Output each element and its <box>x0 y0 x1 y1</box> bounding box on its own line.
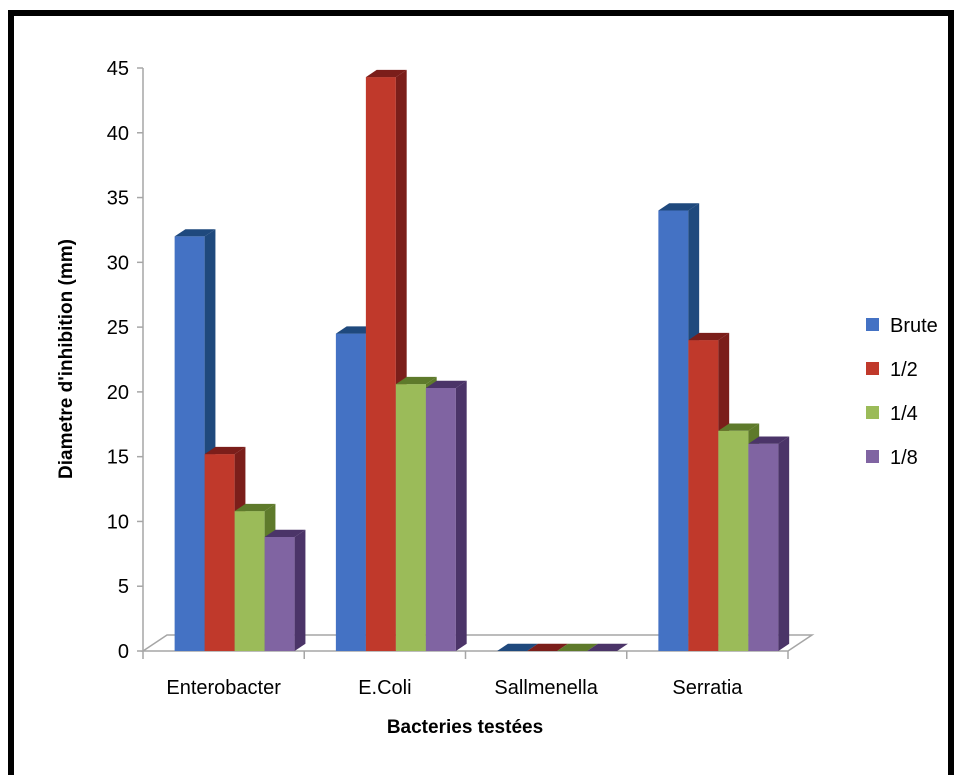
bar-top <box>748 436 790 444</box>
bars <box>174 69 790 652</box>
y-tick-label: 25 <box>107 317 129 339</box>
y-tick-label: 5 <box>118 576 129 598</box>
legend-swatch <box>866 406 879 419</box>
bar-side <box>778 436 790 651</box>
y-tick-label: 30 <box>107 252 129 274</box>
bar-front <box>748 443 779 651</box>
bar-front <box>234 511 265 651</box>
bar-top <box>395 376 437 385</box>
bar-top <box>658 203 700 211</box>
bar <box>748 436 790 651</box>
legend-item: 1/4 <box>866 403 918 425</box>
bar-front <box>335 333 366 651</box>
legend-label: 1/2 <box>890 359 918 381</box>
bar-top <box>425 380 467 389</box>
y-tick-label: 10 <box>107 511 129 533</box>
x-tick-label: Enterobacter <box>166 677 281 699</box>
bar-side <box>455 380 467 651</box>
bar <box>527 643 568 651</box>
bar <box>425 380 467 651</box>
bar-top <box>527 643 568 651</box>
x-axis-title: Bacteries testées <box>387 717 543 738</box>
y-tick-label: 15 <box>107 447 129 469</box>
bar-top <box>204 446 246 455</box>
legend-label: Brute <box>890 315 938 337</box>
x-tick-label: E.Coli <box>358 677 411 699</box>
y-tick-label: 35 <box>107 188 129 210</box>
bar-top <box>718 423 760 431</box>
bar-top <box>688 332 730 341</box>
x-tick-label: Serratia <box>672 677 743 699</box>
legend-item: 1/2 <box>866 359 918 381</box>
y-tick-label: 0 <box>118 641 129 663</box>
y-axis-title: Diametre d'inhibition (mm) <box>56 239 77 479</box>
bar-top <box>365 69 407 78</box>
bar-front <box>174 236 205 651</box>
bar <box>497 643 538 651</box>
legend-label: 1/4 <box>890 403 918 425</box>
x-tick-label: Sallmenella <box>494 677 598 699</box>
bar-front <box>658 210 689 651</box>
legend-item: 1/8 <box>866 447 918 469</box>
legend-swatch <box>866 450 879 463</box>
bar <box>587 643 628 651</box>
legend-label: 1/8 <box>890 447 918 469</box>
bar-top <box>497 643 538 651</box>
legend: Brute 1/2 1/4 1/8 <box>866 315 938 469</box>
bar-top <box>587 643 628 651</box>
bar-front <box>264 536 295 651</box>
bar-top <box>234 503 276 512</box>
legend-swatch <box>866 362 879 375</box>
bar-top <box>174 229 216 237</box>
bar-front <box>365 77 396 651</box>
bar-front <box>395 384 426 651</box>
bar <box>264 529 306 651</box>
bar-top <box>557 643 598 651</box>
bar-side <box>294 529 306 651</box>
axis-labels: Diametre d'inhibition (mm) Bacteries tes… <box>56 239 543 738</box>
bar-front <box>204 454 235 651</box>
legend-item: Brute <box>866 315 938 337</box>
bar-front <box>688 340 719 651</box>
y-tick-label: 45 <box>107 58 129 80</box>
legend-swatch <box>866 318 879 331</box>
bar-front <box>718 430 749 651</box>
bar <box>557 643 598 651</box>
y-tick-label: 20 <box>107 382 129 404</box>
bar-front <box>425 388 456 651</box>
bar-top <box>264 529 306 537</box>
y-tick-label: 40 <box>107 123 129 145</box>
axes: 0 5 10 15 20 25 30 35 40 45 Enterobacter E.Coli Sall… <box>107 58 789 699</box>
